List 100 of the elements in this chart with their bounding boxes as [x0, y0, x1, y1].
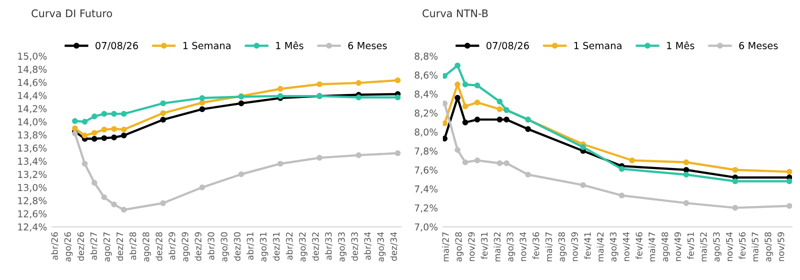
y-tick-label: 14,6% — [18, 78, 47, 87]
y-tick-label: 13,0% — [18, 184, 47, 192]
x-tick-label: ago/32 — [299, 232, 308, 262]
point — [504, 116, 510, 122]
legend-label: 1 Mês — [276, 41, 304, 50]
point — [732, 166, 738, 173]
x-tick-label: nov/34 — [520, 232, 527, 262]
y-tick-label: 12,4% — [18, 223, 47, 232]
x-tick-label: abr/28 — [129, 232, 137, 260]
point — [683, 166, 690, 173]
x-tick-label: ago/34 — [377, 232, 386, 262]
x-tick-label: nov/54 — [726, 232, 734, 262]
point — [238, 100, 244, 106]
point — [496, 98, 503, 104]
x-tick-label: abr/27 — [90, 232, 98, 260]
point — [101, 126, 108, 132]
point — [442, 100, 448, 106]
x-tick-label: ago/43 — [610, 232, 618, 262]
point — [683, 200, 690, 206]
x-tick-label: mai/37 — [545, 232, 553, 262]
x-tick-label: dez/33 — [351, 232, 359, 261]
y-tick-label: 12,8% — [18, 197, 47, 206]
x-tick-label: nov/59 — [778, 232, 785, 262]
point — [356, 152, 362, 158]
y-tick-label: 7,0% — [414, 223, 438, 232]
point — [82, 132, 88, 138]
point — [786, 178, 792, 184]
point — [111, 202, 117, 208]
point — [786, 203, 792, 209]
x-tick-label: fev/41 — [584, 232, 592, 260]
point — [199, 184, 206, 190]
point — [496, 116, 503, 122]
point — [442, 73, 448, 79]
x-tick-label: mai/57 — [752, 232, 760, 262]
point — [474, 116, 480, 122]
point — [356, 80, 362, 86]
x-tick-label: nov/49 — [674, 232, 682, 262]
legend-label: 07/08/26 — [96, 42, 138, 50]
point — [101, 135, 108, 142]
point — [120, 110, 127, 117]
x-tick-label: abr/34 — [364, 232, 372, 260]
point — [160, 116, 166, 123]
y-tick-label: 8,6% — [414, 72, 438, 80]
point — [199, 106, 206, 112]
x-tick-label: dez/29 — [194, 232, 202, 261]
point — [91, 130, 98, 136]
x-tick-label: abr/33 — [324, 232, 332, 260]
point — [462, 103, 468, 110]
legend-label: 1 Mês — [667, 41, 694, 50]
point — [454, 147, 460, 153]
point — [474, 157, 480, 164]
point — [496, 106, 503, 112]
point — [72, 125, 78, 132]
y-tick-label: 15,0% — [18, 52, 47, 61]
x-tick-label: ago/27 — [103, 232, 112, 262]
x-tick-label: ago/33 — [338, 232, 346, 262]
y-tick-label: 8,2% — [414, 110, 438, 118]
y-tick-label: 14,8% — [18, 66, 47, 74]
point — [525, 172, 531, 178]
point — [238, 171, 244, 178]
point — [111, 110, 117, 117]
point — [91, 114, 98, 120]
x-tick-label: fev/31 — [480, 232, 488, 260]
point — [474, 100, 480, 106]
x-tick-label: ago/30 — [220, 232, 230, 262]
x-tick-label: ago/53 — [713, 232, 722, 262]
legend-label: 1 Semana — [183, 42, 230, 50]
point — [454, 62, 460, 68]
point — [618, 192, 625, 198]
point — [732, 178, 738, 184]
point — [629, 157, 635, 164]
y-tick-label: 14,4% — [18, 92, 47, 100]
point — [442, 136, 448, 142]
point — [120, 132, 127, 138]
y-tick-label: 7,8% — [414, 147, 438, 156]
point — [277, 86, 284, 92]
x-tick-label: mai/47 — [648, 232, 656, 262]
point — [82, 160, 88, 167]
x-tick-label: mai/27 — [442, 232, 450, 262]
chart-title: Curva NTN-B — [422, 9, 488, 18]
point — [462, 82, 468, 88]
point — [525, 126, 531, 132]
x-tick-label: ago/26 — [64, 232, 73, 262]
legend-label: 1 Semana — [574, 42, 622, 50]
x-tick-label: fev/46 — [636, 232, 644, 260]
point — [474, 82, 480, 88]
x-tick-label: mai/52 — [700, 232, 708, 262]
point — [82, 118, 88, 125]
x-tick-label: mai/32 — [494, 232, 502, 262]
point — [91, 180, 98, 186]
x-tick-label: nov/29 — [468, 232, 476, 262]
x-tick-label: ago/28 — [455, 232, 464, 262]
x-tick-label: abr/30 — [208, 232, 216, 260]
x-tick-label: ago/33 — [506, 232, 516, 262]
point — [683, 172, 690, 178]
point — [580, 182, 586, 188]
x-tick-label: fev/36 — [532, 232, 540, 260]
x-tick-label: fev/56 — [738, 232, 746, 260]
point — [394, 77, 401, 84]
point — [199, 100, 206, 106]
